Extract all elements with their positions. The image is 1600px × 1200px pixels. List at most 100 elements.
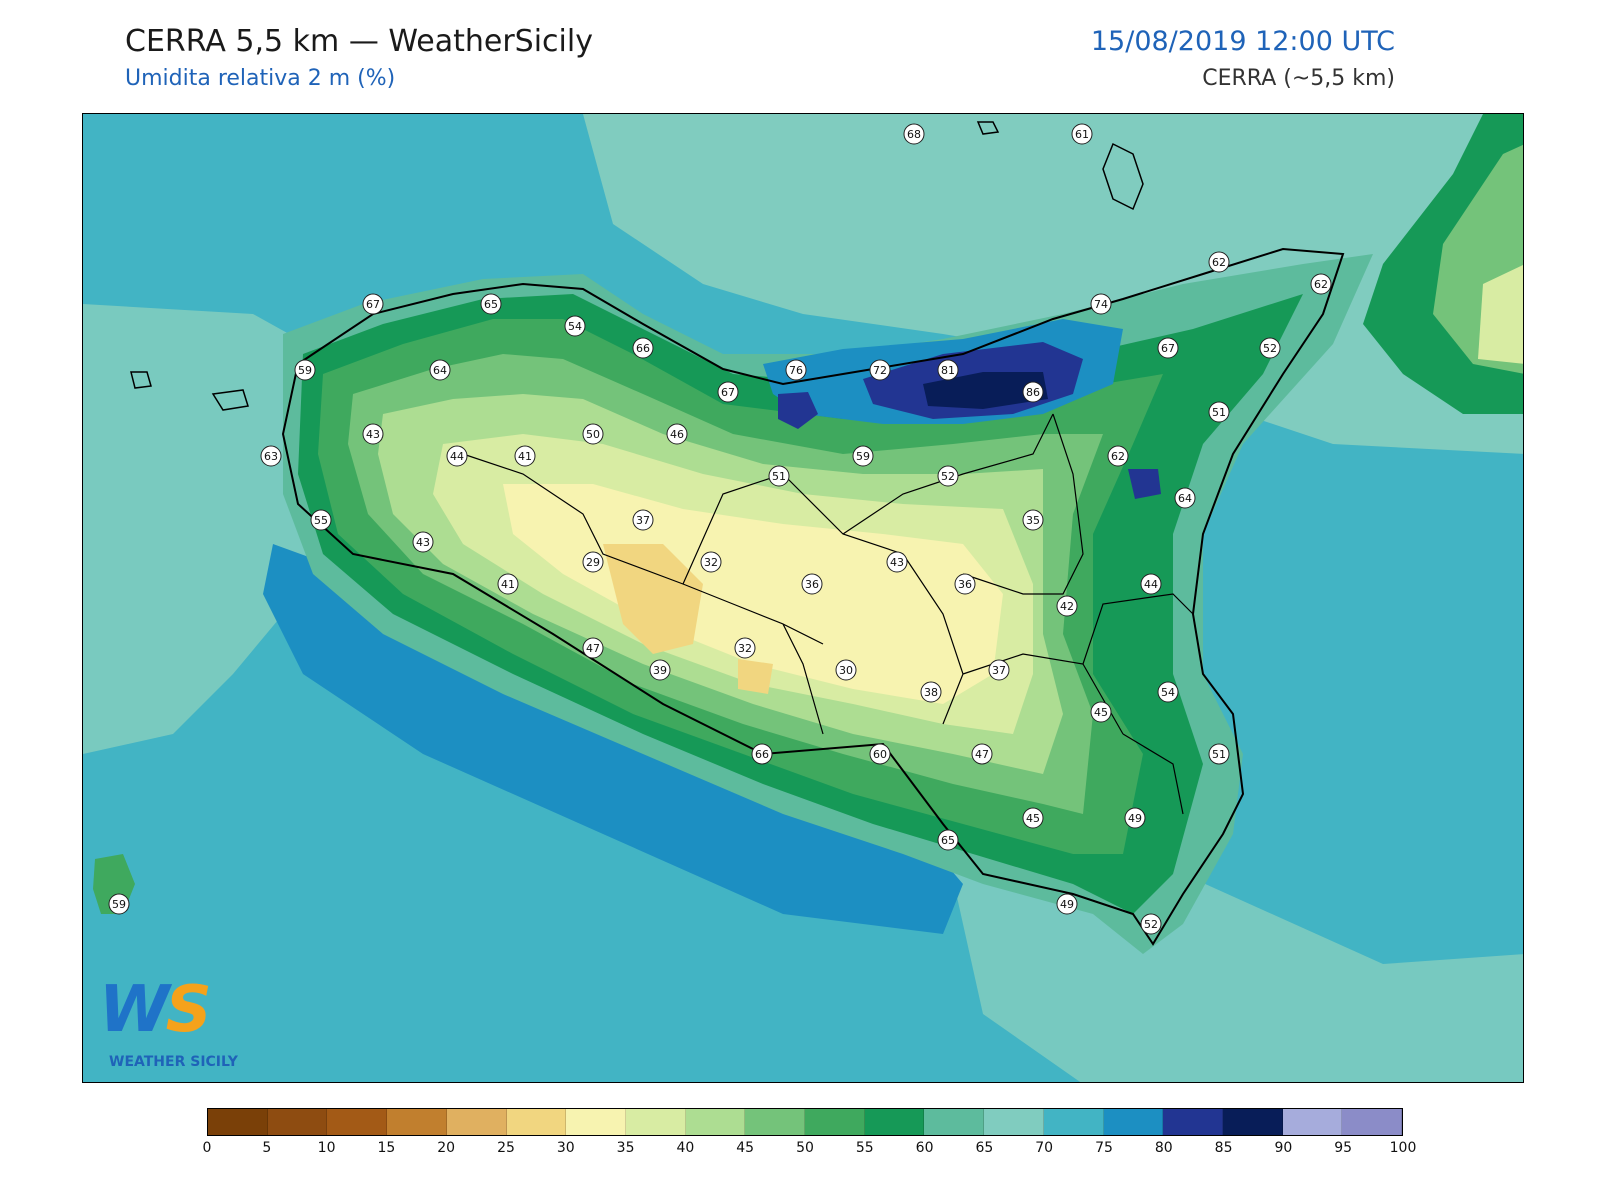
station-marker: 50 bbox=[582, 423, 604, 445]
colorbar-segment bbox=[1282, 1109, 1343, 1135]
station-value: 39 bbox=[653, 664, 667, 677]
station-marker: 67 bbox=[362, 293, 384, 315]
station-value: 44 bbox=[1144, 578, 1158, 591]
colorbar-segment bbox=[446, 1109, 507, 1135]
colorbar-segment bbox=[506, 1109, 567, 1135]
station-value: 86 bbox=[1026, 386, 1040, 399]
colorbar-segment bbox=[745, 1109, 806, 1135]
colorbar-tick-label: 20 bbox=[437, 1140, 456, 1156]
colorbar-segment bbox=[1222, 1109, 1283, 1135]
station-value: 66 bbox=[755, 748, 769, 761]
station-markers: 68 61 62 62 67 65 54 66 74 67 52 59 64 76 72 81 86 67 51 43… bbox=[108, 123, 1332, 935]
colorbar bbox=[207, 1108, 1403, 1136]
station-marker: 43 bbox=[362, 423, 384, 445]
station-marker: 62 bbox=[1310, 273, 1332, 295]
colorbar-segment bbox=[566, 1109, 626, 1135]
colorbar-segment bbox=[984, 1109, 1044, 1135]
map-title: CERRA 5,5 km — WeatherSicily bbox=[125, 24, 593, 59]
sicily-driest-2 bbox=[738, 659, 773, 694]
station-value: 55 bbox=[314, 514, 328, 527]
etna-spot bbox=[1128, 469, 1161, 499]
map-datetime: 15/08/2019 12:00 UTC bbox=[1090, 26, 1395, 57]
station-value: 64 bbox=[433, 364, 447, 377]
station-marker: 59 bbox=[852, 445, 874, 467]
station-value: 37 bbox=[992, 664, 1006, 677]
station-marker: 55 bbox=[310, 509, 332, 531]
sicily-driest bbox=[603, 544, 703, 654]
station-value: 46 bbox=[670, 428, 684, 441]
station-value: 66 bbox=[636, 342, 650, 355]
station-value: 67 bbox=[721, 386, 735, 399]
station-value: 68 bbox=[907, 128, 921, 141]
station-marker: 61 bbox=[1071, 123, 1093, 145]
station-marker: 44 bbox=[1140, 573, 1162, 595]
station-value: 59 bbox=[298, 364, 312, 377]
station-marker: 66 bbox=[632, 337, 654, 359]
station-marker: 43 bbox=[412, 531, 434, 553]
station-value: 72 bbox=[873, 364, 887, 377]
station-value: 67 bbox=[1161, 342, 1175, 355]
station-marker: 81 bbox=[937, 359, 959, 381]
station-marker: 47 bbox=[582, 637, 604, 659]
station-marker: 68 bbox=[903, 123, 925, 145]
province-boundaries bbox=[462, 413, 1194, 815]
station-value: 67 bbox=[366, 298, 380, 311]
sicily-dry bbox=[503, 484, 1003, 704]
station-value: 54 bbox=[568, 320, 582, 333]
station-marker: 59 bbox=[294, 359, 316, 381]
station-marker: 49 bbox=[1056, 893, 1078, 915]
colorbar-tick-label: 50 bbox=[796, 1140, 814, 1156]
colorbar-segment bbox=[864, 1109, 925, 1135]
station-marker: 66 bbox=[751, 743, 773, 765]
station-marker: 52 bbox=[937, 465, 959, 487]
colorbar-tick-label: 75 bbox=[1095, 1140, 1113, 1156]
station-marker: 67 bbox=[1157, 337, 1179, 359]
station-marker: 46 bbox=[666, 423, 688, 445]
station-value: 47 bbox=[586, 642, 600, 655]
humidity-map: 68 61 62 62 67 65 54 66 74 67 52 59 64 76 72 81 86 67 51 43… bbox=[83, 114, 1523, 1082]
colorbar-segment bbox=[208, 1109, 268, 1135]
station-marker: 38 bbox=[920, 681, 942, 703]
station-marker: 52 bbox=[1259, 337, 1281, 359]
station-value: 35 bbox=[1026, 514, 1040, 527]
station-value: 62 bbox=[1111, 450, 1125, 463]
colorbar-segment bbox=[387, 1109, 447, 1135]
station-value: 51 bbox=[1212, 406, 1226, 419]
colorbar-segment bbox=[327, 1109, 388, 1135]
colorbar-segment bbox=[1103, 1109, 1164, 1135]
station-value: 47 bbox=[975, 748, 989, 761]
station-value: 32 bbox=[704, 556, 718, 569]
station-value: 49 bbox=[1128, 812, 1142, 825]
egadi-island bbox=[130, 371, 152, 389]
station-marker: 59 bbox=[108, 893, 130, 915]
station-marker: 32 bbox=[700, 551, 722, 573]
colorbar-tick-label: 95 bbox=[1334, 1140, 1353, 1156]
colorbar-tick-label: 65 bbox=[975, 1140, 994, 1156]
colorbar-tick-label: 100 bbox=[1389, 1140, 1417, 1156]
map-frame[interactable]: 68 61 62 62 67 65 54 66 74 67 52 59 64 76 72 81 86 67 51 43… bbox=[82, 113, 1524, 1083]
station-marker: 54 bbox=[564, 315, 586, 337]
station-value: 42 bbox=[1060, 600, 1074, 613]
station-value: 36 bbox=[958, 578, 972, 591]
station-marker: 29 bbox=[582, 551, 604, 573]
station-marker: 49 bbox=[1124, 807, 1146, 829]
station-marker: 44 bbox=[446, 445, 468, 467]
colorbar-tick-label: 80 bbox=[1154, 1140, 1173, 1156]
station-marker: 36 bbox=[954, 573, 976, 595]
station-marker: 52 bbox=[1140, 913, 1162, 935]
colorbar-segment bbox=[1043, 1109, 1104, 1135]
station-value: 81 bbox=[941, 364, 955, 377]
egadi-island-2 bbox=[211, 389, 249, 411]
station-marker: 64 bbox=[429, 359, 451, 381]
station-value: 65 bbox=[484, 298, 498, 311]
station-value: 74 bbox=[1094, 298, 1108, 311]
station-value: 41 bbox=[501, 578, 515, 591]
station-marker: 72 bbox=[869, 359, 891, 381]
station-marker: 32 bbox=[734, 637, 756, 659]
colorbar-segment bbox=[1342, 1109, 1403, 1135]
station-value: 76 bbox=[789, 364, 803, 377]
logo-letters: WS bbox=[99, 973, 212, 1047]
station-value: 38 bbox=[924, 686, 938, 699]
station-marker: 47 bbox=[971, 743, 993, 765]
station-value: 60 bbox=[873, 748, 887, 761]
